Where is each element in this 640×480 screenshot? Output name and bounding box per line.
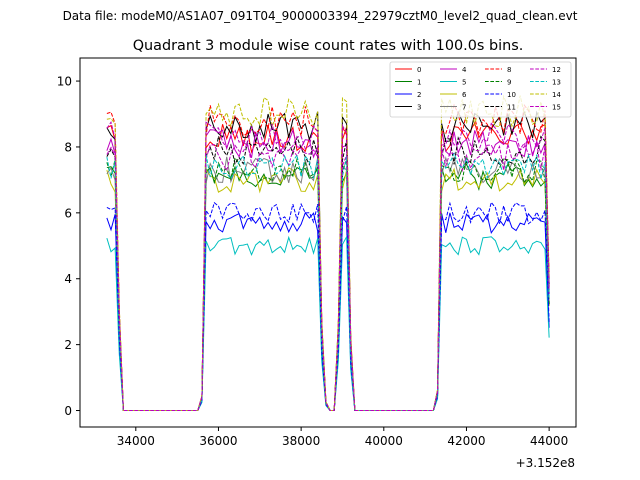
legend-label-15: 15 — [552, 104, 561, 112]
x-tick-label: 36000 — [199, 434, 237, 448]
series-line-15 — [106, 121, 550, 412]
series-line-7 — [106, 156, 550, 412]
x-tick-label: 38000 — [282, 434, 320, 448]
legend-label-1: 1 — [417, 79, 421, 87]
series-line-11 — [106, 135, 550, 412]
chart-title: Quadrant 3 module wise count rates with … — [133, 38, 524, 54]
plot-frame — [79, 57, 577, 428]
legend-label-2: 2 — [417, 91, 421, 99]
x-tick-label: 44000 — [530, 434, 568, 448]
x-tick-label: 40000 — [365, 434, 403, 448]
legend-label-9: 9 — [507, 79, 511, 87]
legend-frame — [389, 61, 572, 118]
series-line-3 — [106, 110, 550, 412]
y-tick-label: 10 — [57, 75, 72, 89]
x-offset-label: +3.152e8 — [516, 456, 575, 470]
legend-label-5: 5 — [462, 79, 466, 87]
series-line-9 — [106, 156, 550, 412]
series-layer — [106, 94, 550, 412]
y-tick-label: 6 — [64, 206, 72, 220]
series-line-6 — [106, 166, 550, 412]
series-line-8 — [106, 103, 550, 412]
plot-area — [79, 57, 577, 428]
series-line-0 — [106, 121, 550, 412]
series-line-1 — [106, 163, 550, 412]
legend-label-13: 13 — [552, 79, 561, 87]
series-line-5 — [106, 234, 550, 412]
series-line-14 — [106, 94, 550, 412]
legend-label-4: 4 — [462, 66, 467, 74]
y-tick-label: 2 — [64, 338, 72, 352]
x-tick-label: 42000 — [447, 434, 485, 448]
legend-label-10: 10 — [507, 91, 516, 99]
y-axis: 0 2 4 6 8 10 — [57, 75, 80, 418]
legend-label-12: 12 — [552, 66, 561, 74]
series-line-10 — [106, 201, 550, 412]
legend-label-14: 14 — [552, 91, 561, 99]
legend-label-11: 11 — [507, 104, 516, 112]
y-tick-label: 8 — [64, 140, 72, 154]
legend-label-8: 8 — [507, 66, 511, 74]
figure-suptitle: Data file: modeM0/AS1A07_091T04_90000033… — [63, 9, 578, 23]
legend-label-6: 6 — [462, 91, 467, 99]
legend-label-0: 0 — [417, 66, 421, 74]
y-tick-label: 4 — [64, 272, 72, 286]
legend-label-3: 3 — [417, 104, 421, 112]
y-tick-label: 0 — [64, 404, 72, 418]
series-line-13 — [106, 152, 550, 412]
x-axis: 34000 36000 38000 40000 42000 44000 — [117, 427, 568, 448]
series-line-2 — [106, 211, 550, 412]
legend-label-7: 7 — [462, 104, 466, 112]
x-tick-label: 34000 — [117, 434, 155, 448]
